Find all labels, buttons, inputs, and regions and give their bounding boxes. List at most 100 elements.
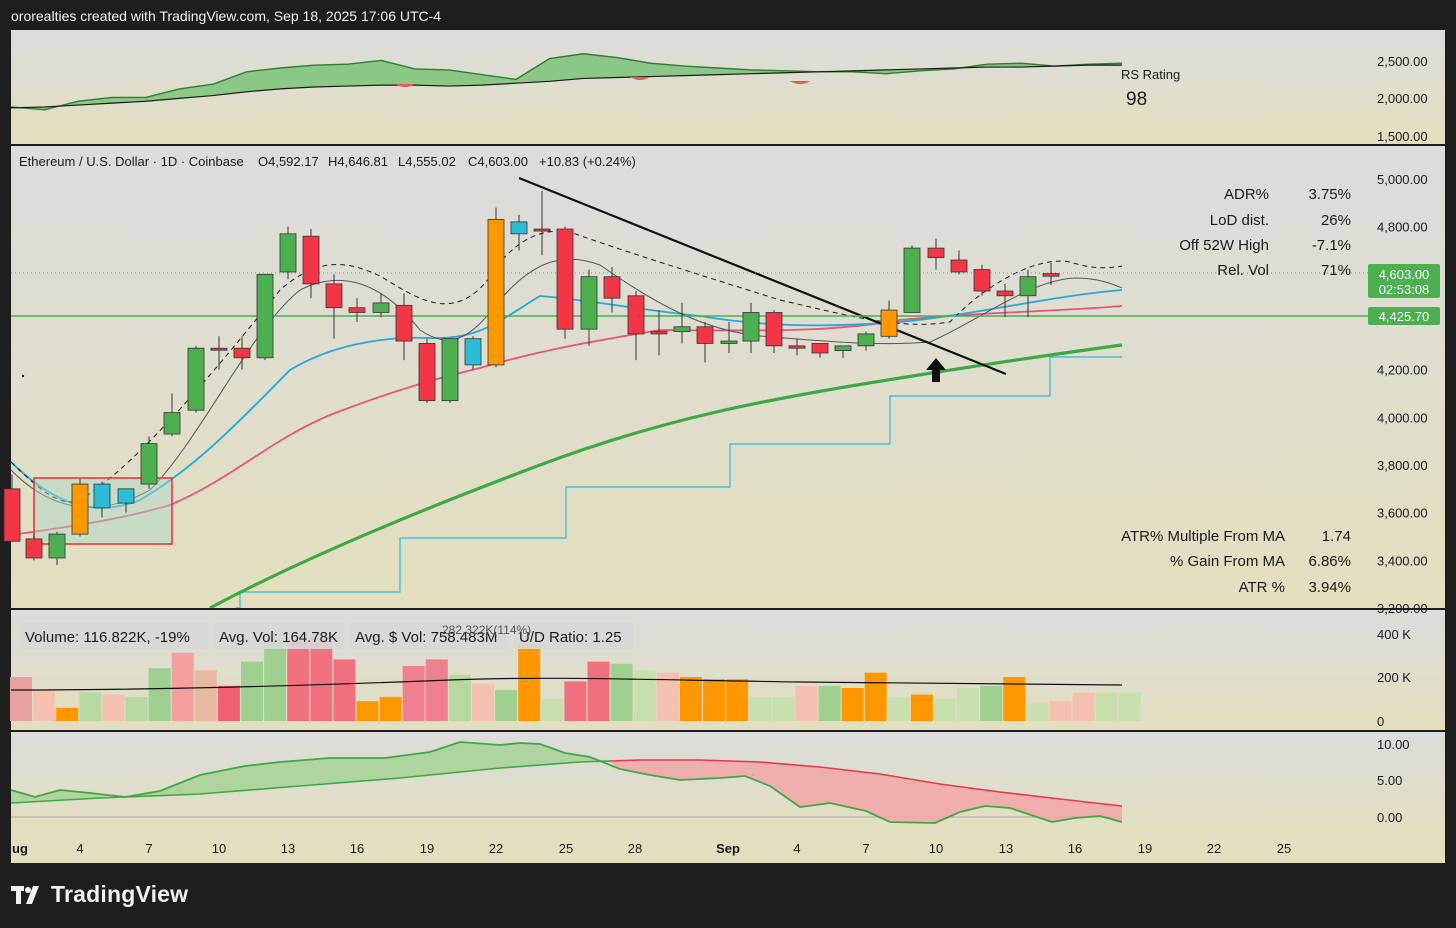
candle[interactable] — [742, 302, 760, 353]
volume-bar — [703, 679, 725, 721]
marker-dot — [21, 374, 25, 378]
candle[interactable] — [927, 238, 945, 270]
volume-bar — [864, 672, 887, 721]
candle-body — [1042, 273, 1060, 277]
candle[interactable] — [696, 322, 714, 363]
candle[interactable] — [163, 393, 181, 437]
candle[interactable] — [3, 474, 21, 542]
candle-body — [765, 312, 783, 347]
candle-body — [3, 488, 21, 542]
volume-bar — [1026, 703, 1049, 721]
candle[interactable] — [210, 336, 228, 370]
volume-bar — [910, 694, 933, 721]
candle-body — [279, 233, 297, 273]
volume-bar — [148, 668, 171, 721]
x-axis-background — [11, 836, 1445, 863]
candle[interactable] — [973, 264, 991, 296]
stat-value: 3.94% — [1308, 579, 1351, 596]
volume-bar — [795, 685, 818, 721]
avg-dollar-volume-stat-box — [349, 623, 509, 649]
candle[interactable] — [720, 322, 738, 353]
candle[interactable] — [903, 245, 921, 313]
rs-rating-value: 98 — [1126, 89, 1147, 110]
volume-average-line — [10, 677, 1123, 691]
volume-bar — [356, 701, 379, 721]
indicator-signal-line-up — [10, 760, 611, 804]
rs-axis-tick: 2,500.00 — [1377, 54, 1428, 69]
x-axis-label: 10 — [212, 841, 226, 856]
candle[interactable] — [556, 226, 574, 339]
tradingview-wordmark: TradingView — [51, 881, 189, 907]
candle-body — [950, 259, 968, 273]
volume-bar — [241, 661, 263, 721]
candle-body — [857, 333, 875, 347]
volume-bar — [726, 679, 749, 721]
price-axis-tick: 4,200.00 — [1377, 363, 1428, 378]
candle[interactable] — [25, 534, 43, 561]
candle[interactable] — [71, 479, 89, 537]
candle[interactable] — [464, 336, 482, 370]
volume-bar — [980, 685, 1003, 721]
candle[interactable] — [533, 190, 551, 256]
candle[interactable] — [857, 331, 875, 351]
stat-label: Rel. Vol — [1217, 262, 1269, 279]
volume-bar — [448, 674, 471, 721]
volume-bars — [10, 637, 1141, 721]
candle[interactable] — [765, 310, 783, 353]
candle[interactable] — [325, 274, 343, 339]
candle[interactable] — [603, 267, 621, 313]
volume-bar — [217, 685, 240, 721]
volume-axis-tick: 200 K — [1377, 670, 1411, 685]
volume-bar — [587, 661, 610, 721]
candle[interactable] — [418, 338, 436, 404]
candle[interactable] — [627, 291, 645, 361]
candle-body — [880, 309, 898, 337]
candle[interactable] — [996, 283, 1014, 318]
candle[interactable] — [1019, 269, 1037, 318]
volume-bar — [1003, 677, 1026, 721]
candle[interactable] — [372, 293, 390, 318]
candle[interactable] — [950, 250, 968, 275]
volume-bar — [679, 677, 702, 721]
candle[interactable] — [48, 531, 66, 566]
ma-thin-line — [10, 258, 1123, 508]
candle[interactable] — [580, 269, 598, 346]
candle[interactable] — [487, 207, 505, 368]
candle-body — [117, 488, 135, 504]
candle[interactable] — [811, 343, 829, 358]
candle[interactable] — [140, 436, 158, 489]
candle[interactable] — [834, 345, 852, 358]
avg-volume-stat-box — [213, 623, 345, 649]
stat-label: ATR% Multiple From MA — [1121, 528, 1285, 545]
candle[interactable] — [233, 336, 251, 370]
indicator-positive-area — [11, 742, 610, 803]
ohlc-change: +10.83 (+0.24%) — [539, 154, 636, 169]
candle[interactable] — [650, 310, 668, 356]
candle-body — [302, 235, 320, 285]
candle-body — [93, 483, 111, 509]
candle[interactable] — [510, 214, 528, 251]
chart-canvas[interactable]: RS Rating 98 2,500.00 2,000.00 1,500.00 Ether… — [0, 0, 1456, 870]
rs-line — [10, 53, 1123, 111]
candle[interactable] — [187, 345, 205, 413]
candle[interactable] — [441, 338, 459, 404]
indicator-axis-tick: 5.00 — [1377, 773, 1402, 788]
volume-bar — [1095, 692, 1118, 721]
candle[interactable] — [673, 302, 691, 344]
x-axis-label: Sep — [716, 841, 740, 856]
price-axis-tick: 3,600.00 — [1377, 506, 1428, 521]
candle[interactable] — [117, 488, 135, 513]
rs-baseline — [10, 64, 1122, 109]
candle[interactable] — [256, 273, 274, 361]
candle[interactable] — [395, 293, 413, 361]
stat-value: 1.74 — [1322, 528, 1351, 545]
candle[interactable] — [93, 481, 111, 518]
tradingview-brand[interactable]: TradingView — [11, 881, 188, 908]
candle[interactable] — [302, 229, 320, 299]
ud-ratio-stat: U/D Ratio: 1.25 — [519, 629, 622, 646]
candle[interactable] — [788, 338, 806, 356]
candle[interactable] — [279, 226, 297, 280]
candle[interactable] — [348, 298, 366, 322]
candle[interactable] — [880, 300, 898, 339]
candle[interactable] — [1042, 263, 1060, 286]
